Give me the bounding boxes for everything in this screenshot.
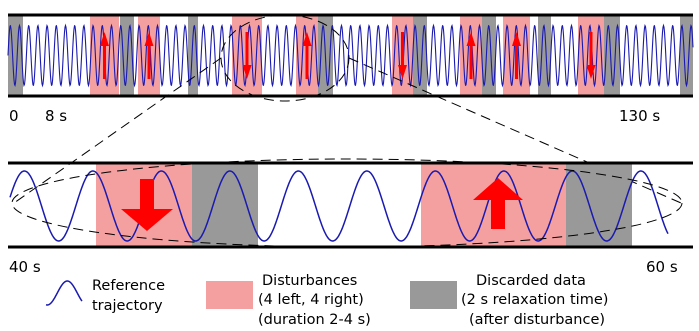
- zoom-connector-right: [348, 57, 682, 204]
- bottom-arrow-up: [473, 178, 523, 229]
- legend-discarded-line1: Discarded data: [476, 273, 586, 289]
- top-disturbance-arrows: [100, 32, 596, 79]
- top-discarded-region: [120, 15, 134, 96]
- top-arrow-up: [100, 32, 109, 79]
- legend-discarded-swatch: [410, 281, 457, 309]
- top-arrow-down: [398, 32, 407, 79]
- top-arrow-up: [302, 32, 312, 79]
- legend-disturbance-line1: Disturbances: [262, 273, 357, 289]
- zoom-connector-left: [13, 57, 222, 204]
- bottom-arrow-down: [121, 179, 173, 231]
- top-tick-8s: 8 s: [45, 107, 67, 125]
- bottom-panel: [8, 161, 693, 249]
- top-arrow-down: [586, 32, 596, 79]
- legend-disturbance-swatch: [206, 281, 253, 309]
- bottom-tick-end: 60 s: [646, 258, 678, 276]
- bottom-zoom-ellipse: [11, 158, 683, 248]
- top-reference-trajectory: [7, 23, 694, 88]
- top-panel: [7, 13, 694, 98]
- bottom-discarded-region: [566, 163, 632, 247]
- bottom-reference-trajectory: [9, 170, 669, 242]
- legend: Reference trajectory Disturbances (4 lef…: [45, 273, 608, 328]
- bottom-disturbance-arrows: [121, 178, 523, 231]
- legend-disturbance-line2: (4 left, 4 right): [258, 292, 364, 308]
- legend-reference-line1: Reference: [92, 278, 165, 294]
- top-discarded-region: [188, 15, 198, 96]
- legend-discarded-line2: (2 s relaxation time): [461, 292, 608, 308]
- legend-disturbance-line3: (duration 2-4 s): [258, 312, 371, 328]
- legend-trajectory-icon: [45, 280, 83, 306]
- legend-discarded-line3: (after disturbance): [469, 312, 605, 328]
- bottom-tick-start: 40 s: [9, 258, 41, 276]
- top-tick-end: 130 s: [619, 107, 660, 125]
- top-arrow-down: [242, 32, 252, 79]
- legend-reference-line2: trajectory: [92, 298, 163, 314]
- top-arrow-up: [466, 32, 476, 79]
- top-tick-start: 0: [9, 107, 19, 125]
- top-arrow-up: [144, 32, 154, 79]
- top-arrow-up: [512, 32, 521, 79]
